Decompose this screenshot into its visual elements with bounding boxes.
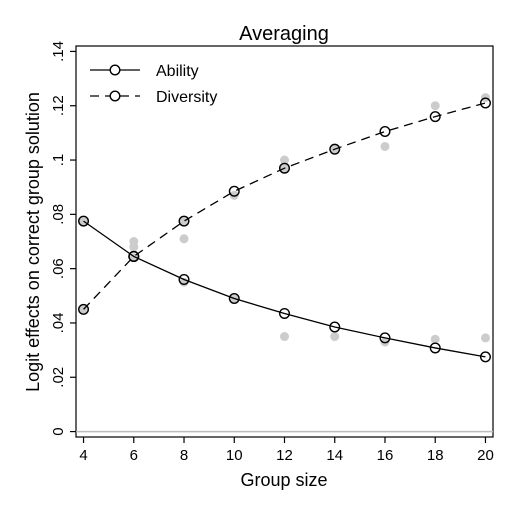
- point-ability: [78, 215, 90, 227]
- background-point: [179, 216, 189, 226]
- plot-frame: [75, 45, 494, 438]
- x-tick-label: 18: [427, 447, 444, 464]
- background-point: [129, 242, 139, 252]
- x-tick-label: 6: [130, 447, 138, 464]
- point-ability: [279, 307, 291, 319]
- y-tick-label: .08: [50, 204, 67, 225]
- x-tick-label: 8: [180, 447, 188, 464]
- point-diversity: [429, 111, 441, 123]
- legend-marker-ability: [109, 64, 121, 76]
- background-point: [229, 190, 239, 200]
- point-diversity: [329, 143, 341, 155]
- background-point: [280, 332, 289, 342]
- point-ability: [329, 321, 341, 333]
- point-diversity: [178, 215, 190, 227]
- legend: Ability Diversity: [90, 63, 217, 106]
- background-point: [380, 337, 390, 347]
- point-diversity: [78, 303, 90, 315]
- point-ability: [429, 342, 441, 354]
- legend-marker-diversity: [109, 90, 121, 102]
- point-ability: [228, 293, 240, 305]
- background-point: [280, 155, 289, 165]
- chart-title: Averaging: [239, 23, 329, 45]
- series-line-ability: [83, 220, 486, 358]
- background-point: [330, 332, 340, 342]
- y-tick-label: .12: [50, 95, 67, 116]
- x-tick-label: 12: [276, 447, 293, 464]
- background-point: [480, 333, 490, 343]
- y-tick-label: .04: [50, 313, 67, 334]
- point-diversity: [228, 185, 240, 197]
- x-tick-label: 10: [226, 447, 243, 464]
- y-tick-label: .02: [50, 367, 67, 388]
- series-line-diversity: [83, 102, 486, 310]
- background-point: [380, 141, 390, 151]
- point-diversity: [128, 250, 140, 262]
- y-tick-label: 0: [50, 427, 67, 435]
- x-tick-label: 4: [79, 447, 87, 464]
- point-diversity: [379, 126, 391, 138]
- x-tick-label: 20: [477, 447, 494, 464]
- point-diversity: [479, 97, 491, 109]
- point-ability: [178, 274, 190, 286]
- background-point: [179, 234, 189, 244]
- legend-label-diversity: Diversity: [156, 89, 217, 106]
- y-tick-label: .1: [50, 154, 67, 167]
- legend-label-ability: Ability: [156, 63, 199, 80]
- point-diversity: [279, 162, 291, 174]
- x-tick-label: 14: [326, 447, 343, 464]
- x-axis-label: Group size: [240, 470, 327, 490]
- background-point: [430, 334, 440, 344]
- background-point: [430, 101, 440, 111]
- y-tick-label: .06: [50, 258, 67, 279]
- point-ability: [479, 351, 491, 363]
- y-tick-label: .14: [50, 41, 67, 62]
- point-ability: [379, 332, 391, 344]
- y-axis-label: Logit effects on correct group solution: [23, 92, 43, 392]
- x-tick-label: 16: [377, 447, 394, 464]
